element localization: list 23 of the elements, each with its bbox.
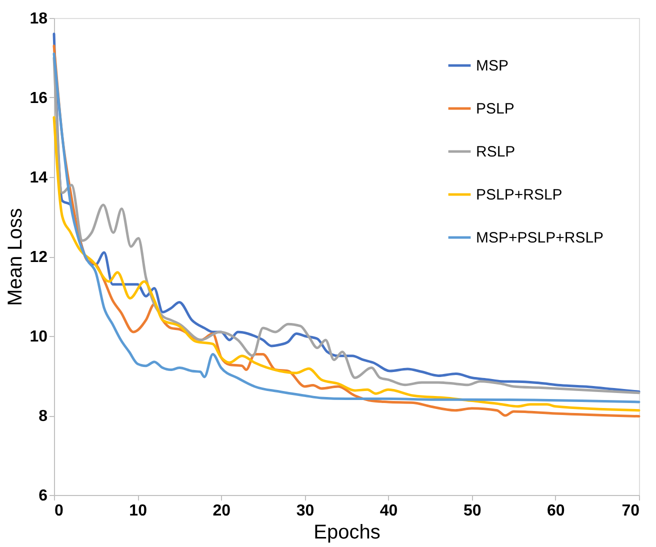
- legend-label: PSLP+RSLP: [476, 186, 562, 204]
- x-tick-label: 10: [129, 502, 148, 520]
- x-tick-label: 60: [547, 502, 565, 520]
- line-series: [52, 116, 640, 412]
- legend-label: PSLP: [476, 100, 514, 118]
- y-tick-label: 14: [30, 170, 48, 186]
- x-tick-label: 40: [380, 502, 398, 520]
- y-tick-label: 12: [30, 249, 48, 266]
- y-tick-label: 10: [30, 328, 48, 346]
- x-tick-label: 20: [212, 502, 231, 520]
- x-tick-label: 30: [296, 502, 314, 520]
- y-tick-label: 8: [38, 408, 48, 425]
- x-tick-label: 0: [54, 502, 64, 520]
- legend-label: RSLP: [476, 144, 516, 160]
- x-tick-label: 50: [463, 502, 482, 520]
- y-axis-title: Mean Loss: [4, 208, 27, 306]
- y-tick-label: 16: [30, 90, 48, 107]
- y-tick-label: 6: [38, 488, 48, 504]
- legend-label: MSP+PSLP+RSLP: [476, 230, 604, 246]
- y-tick-label: 18: [30, 10, 48, 28]
- legend-label: MSP: [476, 58, 509, 74]
- x-tick-label: 70: [622, 502, 640, 520]
- x-axis-title: Epochs: [314, 522, 380, 544]
